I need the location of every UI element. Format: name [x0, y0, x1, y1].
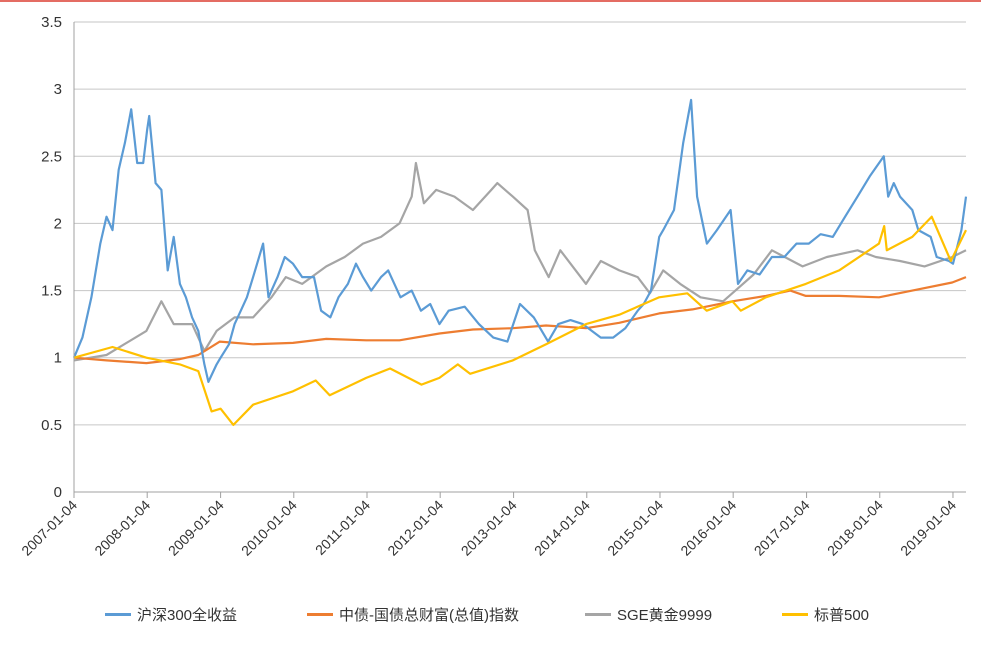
- series-line-govbond: [73, 276, 967, 365]
- y-tick-label: 1: [54, 350, 62, 367]
- y-tick-label: 3.5: [41, 14, 62, 31]
- chart-legend: 沪深300全收益 中债-国债总财富(总值)指数 SGE黄金9999 标普500: [0, 600, 981, 630]
- y-tick-label: 0.5: [41, 417, 62, 434]
- x-tick-label: 2007-01-04: [18, 497, 80, 559]
- legend-label-govbond: 中债-国债总财富(总值)指数: [339, 607, 519, 624]
- x-tick-label: 2010-01-04: [238, 497, 300, 559]
- x-tick-label: 2014-01-04: [531, 497, 593, 559]
- line-chart: 0 0.5 1 1.5 2 2.5 3 3.5 2007-01-04 2008-01-04 200…: [18, 14, 968, 559]
- x-tick-label: 2008-01-04: [91, 497, 153, 559]
- x-tick-label: 2013-01-04: [458, 497, 520, 559]
- x-axis-ticks: 2007-01-04 2008-01-04 2009-01-04 2010-01-04…: [18, 492, 959, 559]
- legend-swatch-sp500: [782, 613, 808, 616]
- x-tick-label: 2019-01-04: [897, 497, 959, 559]
- legend-swatch-csi300: [105, 613, 131, 616]
- legend-swatch-govbond: [307, 613, 333, 616]
- y-axis-ticks: 0 0.5 1 1.5 2 2.5 3 3.5: [41, 14, 62, 501]
- legend-label-csi300: 沪深300全收益: [137, 607, 238, 624]
- legend-item-gold: SGE黄金9999: [585, 604, 712, 625]
- legend-label-gold: SGE黄金9999: [617, 607, 713, 624]
- series-line-csi300: [72, 98, 968, 383]
- y-tick-label: 2: [54, 215, 62, 232]
- x-tick-label: 2015-01-04: [604, 497, 666, 559]
- legend-swatch-gold: [585, 613, 611, 616]
- legend-label-sp500: 标普500: [814, 607, 870, 624]
- top-border-rule: [0, 0, 981, 2]
- legend-item-sp500: 标普500: [782, 604, 869, 625]
- x-tick-label: 2011-01-04: [312, 497, 373, 558]
- x-tick-label: 2012-01-04: [384, 497, 446, 559]
- x-tick-label: 2018-01-04: [824, 497, 886, 559]
- legend-item-govbond: 中债-国债总财富(总值)指数: [307, 604, 519, 625]
- y-tick-label: 2.5: [41, 148, 62, 165]
- y-tick-label: 0: [54, 484, 62, 501]
- series-line-gold: [73, 161, 967, 362]
- y-tick-label: 1.5: [41, 283, 62, 300]
- series-line-sp500: [73, 215, 967, 426]
- x-tick-label: 2009-01-04: [165, 497, 227, 559]
- x-tick-label: 2017-01-04: [751, 497, 813, 559]
- axes: [73, 22, 966, 493]
- legend-item-csi300: 沪深300全收益: [105, 604, 237, 625]
- x-tick-label: 2016-01-04: [677, 497, 739, 559]
- y-tick-label: 3: [54, 81, 62, 98]
- series-lines: [72, 98, 968, 426]
- gridlines: [74, 21, 966, 426]
